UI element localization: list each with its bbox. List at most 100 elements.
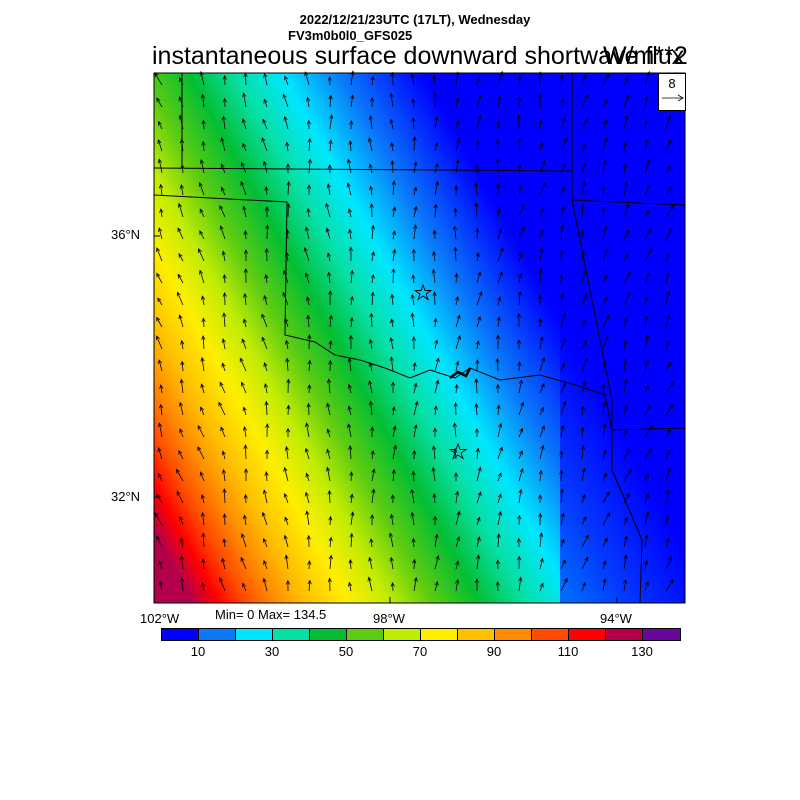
wind-vector [434, 379, 440, 394]
wind-vector [348, 228, 353, 240]
wind-vector [560, 204, 565, 218]
wind-vector [601, 383, 606, 394]
wind-vector [602, 159, 607, 174]
wind-vector [433, 203, 438, 218]
wind-vector [623, 554, 628, 570]
wind-vector [538, 119, 543, 130]
wind-vector [497, 228, 502, 240]
wind-vector [347, 357, 352, 372]
wind-vector [328, 359, 333, 372]
state-borders [153, 73, 686, 604]
wind-vector [243, 292, 248, 306]
wind-vector [476, 516, 481, 526]
wind-vector [413, 161, 418, 174]
wind-vector [643, 120, 648, 130]
wind-vector [177, 202, 184, 218]
wind-vector [243, 249, 248, 262]
wind-vector [497, 446, 503, 460]
wind-vector [580, 204, 585, 218]
wind-vector [623, 253, 629, 262]
wind-vector [560, 424, 565, 438]
wind-vector [434, 116, 439, 130]
wind-vector [455, 536, 461, 548]
wind-vector [581, 515, 587, 526]
wind-vector [454, 295, 460, 306]
wind-vector [644, 472, 650, 482]
wind-vector [623, 448, 631, 460]
wind-vector [601, 401, 607, 416]
wind-vector [432, 74, 437, 86]
wind-vector [433, 317, 438, 328]
wind-vector [201, 317, 206, 328]
wind-vector [644, 296, 649, 306]
wind-vector [178, 401, 184, 416]
wind-vector [368, 163, 373, 174]
wind-vector [476, 271, 482, 284]
wind-vector [369, 96, 375, 108]
wind-vector [219, 204, 226, 218]
wind-vector [178, 314, 184, 328]
wind-vector [452, 225, 458, 240]
wind-vector [219, 577, 226, 592]
wind-vector [453, 447, 458, 460]
wind-vector [347, 208, 352, 218]
wind-vector [581, 73, 587, 86]
units-label: W/m**2 [603, 42, 688, 70]
wind-vector [240, 381, 247, 394]
wind-vector [154, 512, 163, 526]
wind-vector [243, 493, 248, 504]
wind-vector [305, 296, 311, 306]
wind-vector [306, 96, 311, 108]
wind-vector [327, 577, 332, 592]
wind-vector [476, 466, 482, 482]
wind-vector [389, 356, 394, 372]
wind-vector [434, 339, 439, 350]
wind-vector [263, 98, 268, 108]
wind-vector [222, 74, 227, 86]
wind-vector [156, 535, 163, 548]
wind-vector [306, 207, 311, 218]
wind-vector [497, 70, 504, 86]
wind-vector [346, 182, 352, 196]
wind-vector [390, 318, 395, 328]
wind-vector [328, 314, 333, 328]
wind-vector [559, 469, 564, 482]
colorbar-label: 50 [338, 644, 354, 659]
wind-vector [665, 114, 672, 130]
wind-vector [178, 449, 184, 460]
wind-vector [581, 581, 586, 592]
wind-vector [368, 114, 373, 130]
wind-vector [559, 274, 564, 284]
page-title: instantaneous surface downward shortwave… [152, 42, 685, 70]
wind-vector [581, 493, 586, 504]
wind-vector [180, 164, 185, 174]
wind-vector [263, 559, 268, 570]
wind-vector [370, 251, 376, 262]
colorbar-swatch [199, 629, 236, 640]
wind-vector [326, 402, 331, 416]
wind-vector [431, 445, 437, 460]
wind-vector [157, 120, 163, 130]
wind-vector [200, 511, 206, 526]
wind-vector [602, 248, 609, 262]
colorbar [161, 628, 681, 641]
wind-vector [157, 139, 163, 152]
wind-vector [367, 576, 373, 592]
wind-vector [560, 224, 565, 240]
wind-vector [581, 292, 588, 306]
wind-vector [328, 536, 333, 548]
wind-vector [602, 578, 607, 592]
wind-vector [665, 340, 670, 350]
wind-vector [304, 272, 310, 284]
wind-vector [262, 537, 268, 548]
wind-vector [455, 490, 460, 504]
lon-label-98w: 98°W [373, 611, 405, 626]
wind-vector [347, 405, 352, 416]
wind-vector [285, 163, 291, 174]
wind-vector [264, 449, 270, 460]
wind-vector [517, 514, 522, 526]
wind-vector [623, 535, 628, 548]
wind-vector [264, 247, 269, 262]
wind-vector [539, 356, 546, 372]
wind-vector [517, 137, 522, 152]
